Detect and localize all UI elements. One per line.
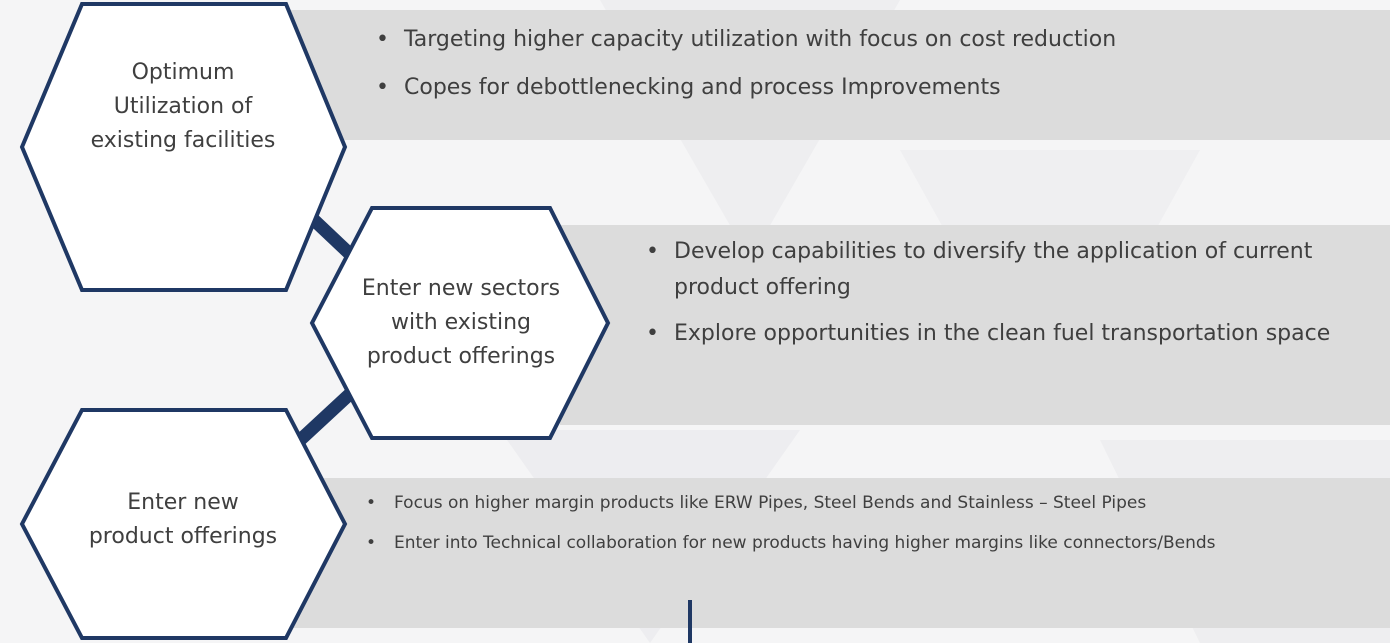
connector xyxy=(293,387,357,447)
label-line: product offerings xyxy=(88,524,278,549)
label-line: Enter new xyxy=(127,490,239,515)
node-label: Enter new sectors with existing product of… xyxy=(331,272,591,374)
label-line: Optimum xyxy=(131,60,235,85)
bullet-item: Explore opportunities in the clean fuel … xyxy=(640,316,1360,352)
label-line: with existing xyxy=(390,310,532,335)
bullet-item: Targeting higher capacity utilization wi… xyxy=(370,22,1370,58)
hexagon xyxy=(19,408,348,640)
bullet-item: Enter into Technical collaboration for n… xyxy=(360,528,1380,558)
bullet-list: Develop capabilities to diversify the ap… xyxy=(640,234,1360,362)
node-label: Enter new product offerings xyxy=(53,486,313,554)
node-label: Optimum Utilization of existing facilities xyxy=(53,56,313,158)
bullet-item: Focus on higher margin products like ERW… xyxy=(360,488,1380,518)
bullet-item: Copes for debottlenecking and process Im… xyxy=(370,70,1370,106)
bullet-list: Targeting higher capacity utilization wi… xyxy=(370,22,1370,118)
label-line: existing facilities xyxy=(90,128,276,153)
bullet-list: Focus on higher margin products like ERW… xyxy=(360,488,1380,568)
hexagon xyxy=(19,2,348,292)
hexagon xyxy=(309,206,611,440)
bullet-item: Develop capabilities to diversify the ap… xyxy=(640,234,1360,306)
label-line: product offerings xyxy=(366,344,556,369)
label-line: Utilization of xyxy=(113,94,253,119)
label-line: Enter new sectors xyxy=(361,276,561,301)
